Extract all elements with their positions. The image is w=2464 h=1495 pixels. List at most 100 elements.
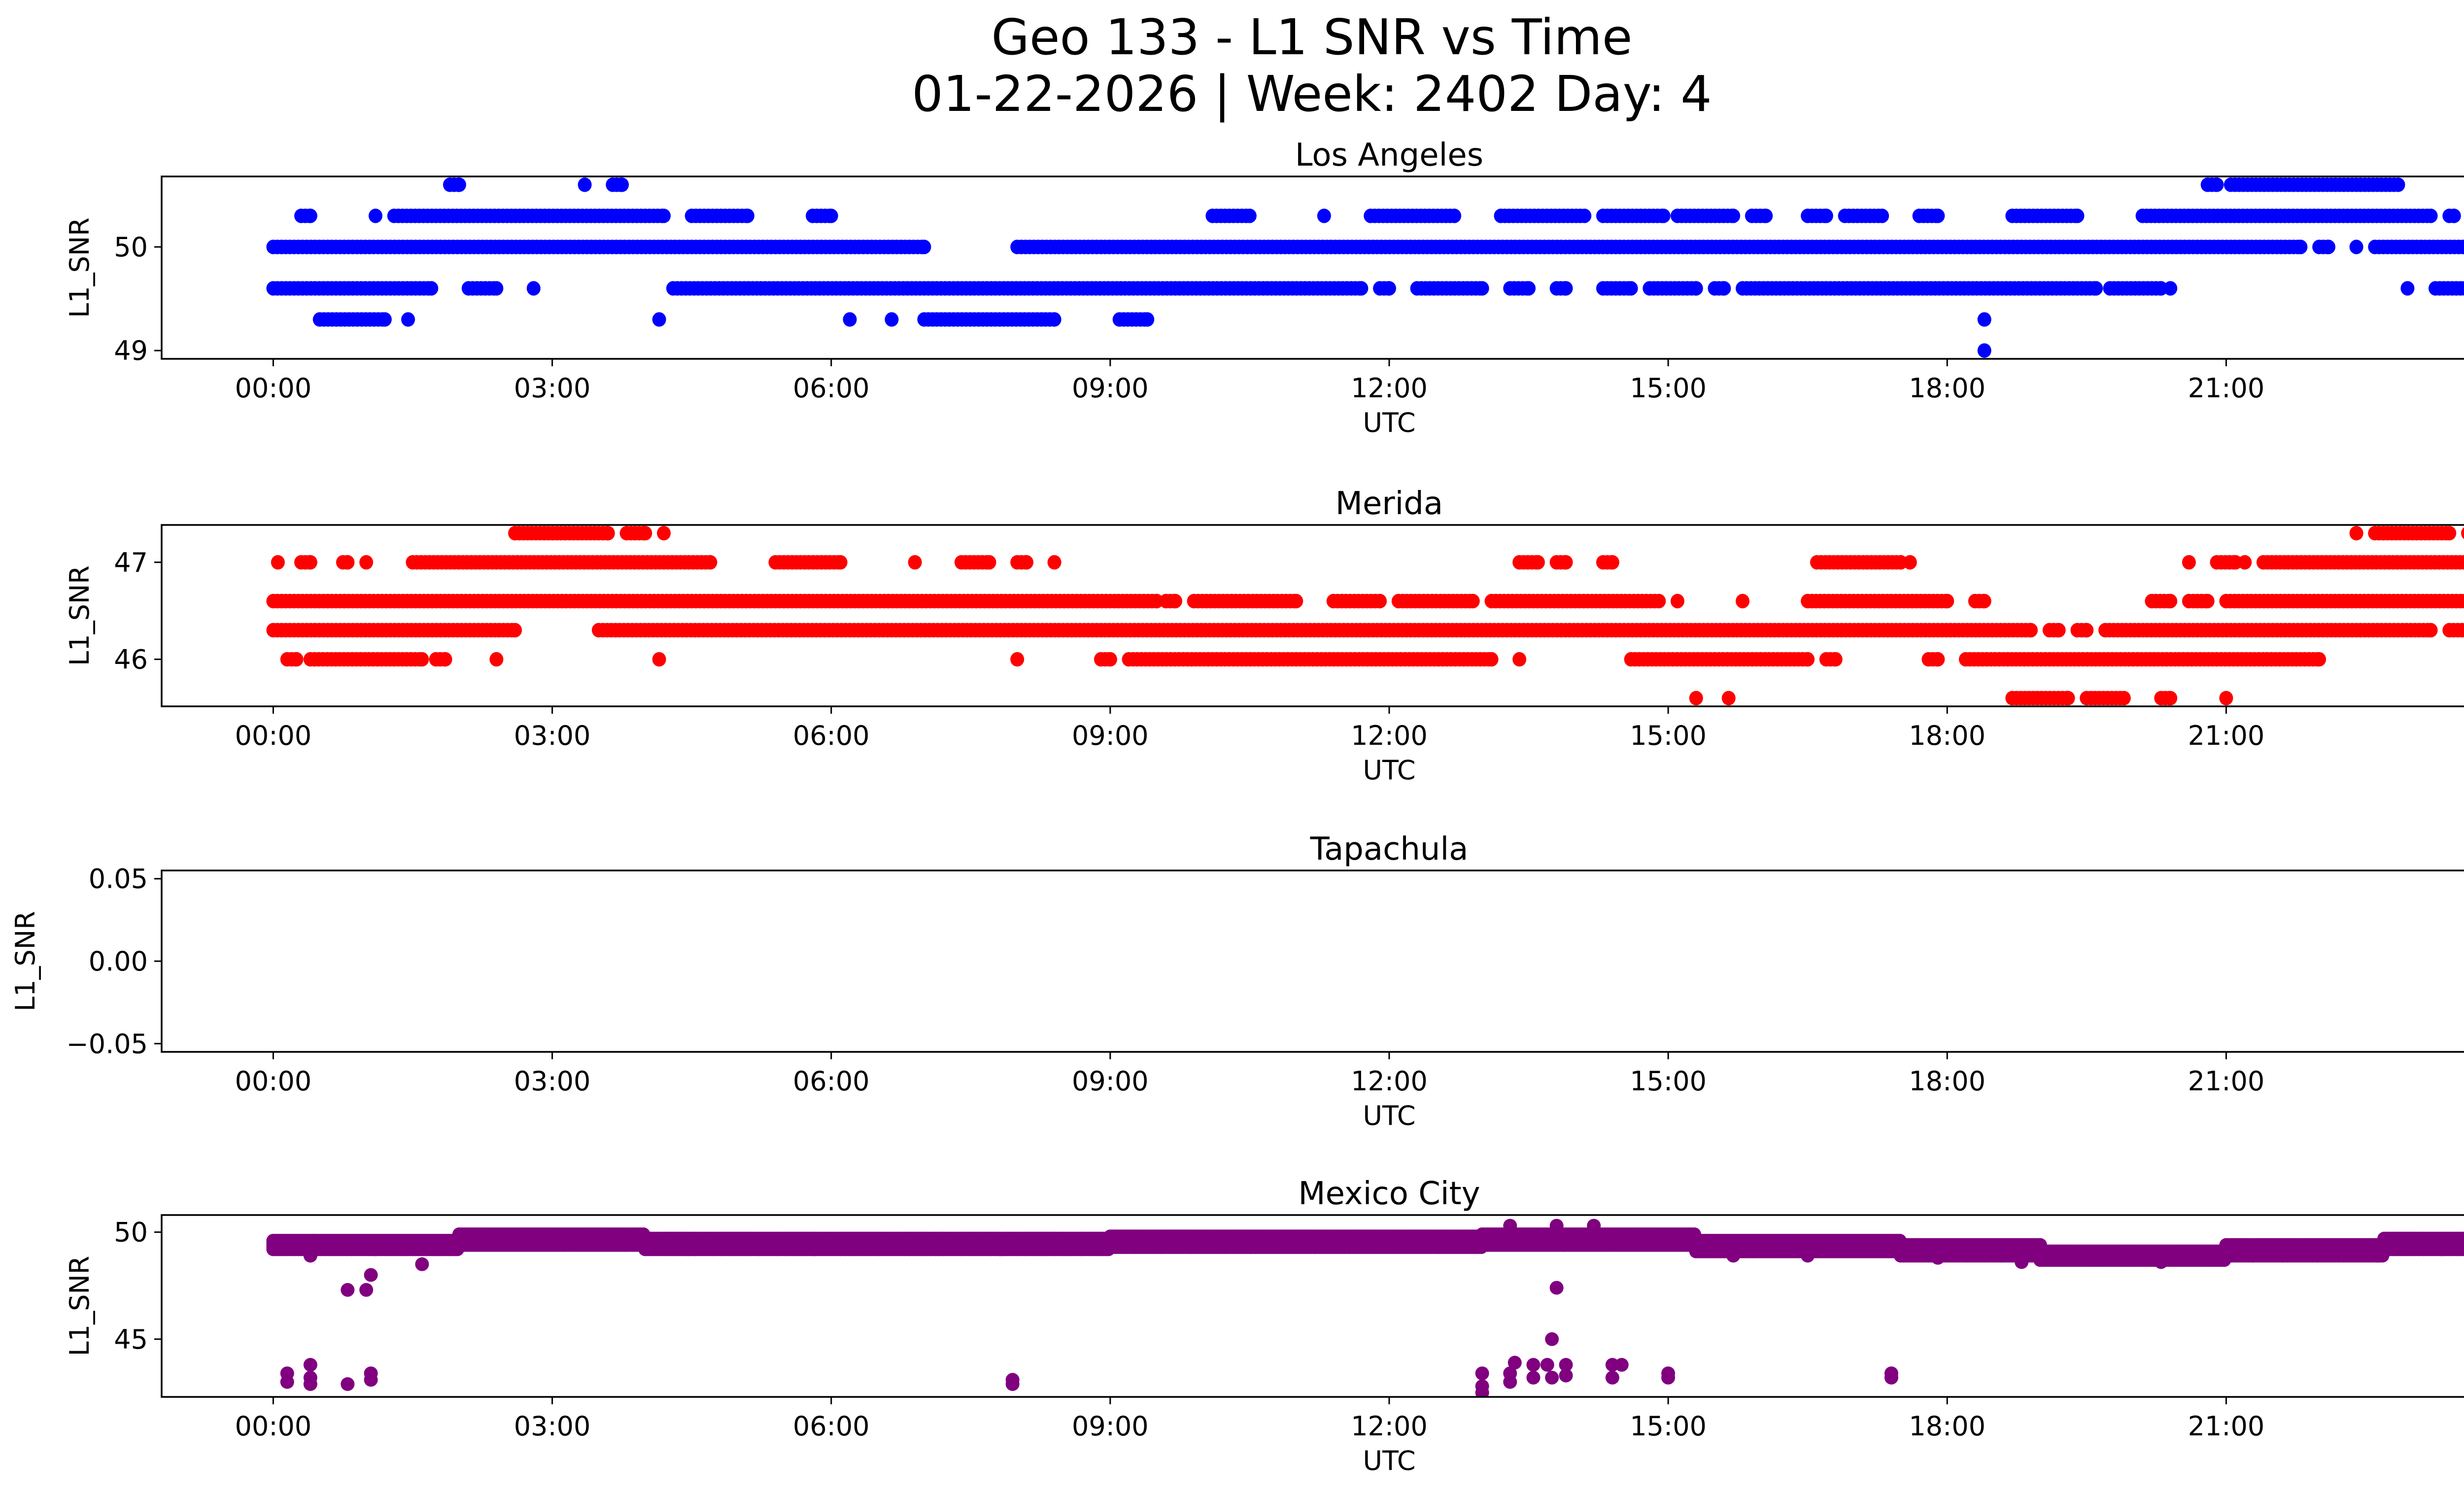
data-point	[2462, 283, 2464, 294]
y-tick-label: −0.05	[67, 1028, 148, 1059]
data-point	[415, 652, 429, 667]
data-point	[438, 652, 452, 667]
data-point	[2424, 209, 2438, 223]
data-point	[1382, 281, 1396, 296]
data-point	[1512, 652, 1527, 667]
data-point	[824, 209, 838, 223]
data-point	[1103, 652, 1117, 667]
x-tick-label: 00:00	[235, 1066, 312, 1097]
data-point	[1977, 312, 1991, 327]
figure-title-line1: Geo 133 - L1 SNR vs Time	[992, 8, 1633, 66]
x-tick-label: 09:00	[1072, 373, 1149, 404]
data-point	[1373, 593, 1387, 609]
y-tick-label: 0.05	[89, 864, 148, 895]
data-point	[2024, 623, 2038, 638]
data-point	[657, 209, 671, 223]
data-point	[1977, 593, 1991, 609]
x-tick-label: 18:00	[1909, 1066, 1985, 1097]
data-point	[271, 555, 285, 570]
data-point	[1289, 593, 1303, 609]
data-point	[1522, 281, 1536, 296]
data-point	[1671, 593, 1684, 609]
y-axis-label: L1_SNR	[10, 911, 41, 1011]
data-point	[1721, 691, 1736, 706]
data-point	[1717, 281, 1731, 296]
data-point	[2349, 526, 2363, 541]
data-point	[2457, 555, 2464, 570]
data-point	[615, 177, 629, 192]
y-tick-label: 47	[114, 547, 148, 578]
data-point	[2462, 556, 2464, 568]
data-point	[1447, 209, 1462, 223]
x-tick-label: 03:00	[514, 1066, 591, 1097]
data-point	[2182, 555, 2196, 570]
data-point	[2200, 593, 2215, 609]
data-point	[740, 209, 754, 223]
data-point	[917, 240, 931, 254]
data-point	[1903, 555, 1917, 570]
data-point	[1875, 209, 1889, 223]
data-point	[2460, 240, 2464, 254]
data-point	[1010, 652, 1025, 667]
data-point	[1689, 281, 1703, 296]
data-point	[1652, 593, 1666, 609]
x-axis-label: UTC	[1363, 1100, 1415, 1131]
data-point	[843, 312, 857, 327]
x-tick-label: 21:00	[2188, 373, 2265, 404]
data-point	[1531, 555, 1545, 570]
x-tick-label: 12:00	[1351, 720, 1428, 751]
data-point	[2163, 281, 2178, 296]
y-tick-label: 46	[114, 644, 148, 675]
data-point	[1931, 209, 1945, 223]
data-point	[2210, 177, 2224, 192]
data-point	[2238, 555, 2252, 570]
data-point	[401, 312, 415, 327]
data-point	[657, 526, 671, 541]
data-point	[1047, 312, 1061, 327]
data-point	[982, 555, 996, 570]
data-point	[2163, 593, 2178, 609]
data-point	[1168, 593, 1182, 609]
x-tick-label: 21:00	[2188, 720, 2265, 751]
subplot-title: Mexico City	[1298, 1176, 1480, 1212]
x-tick-label: 00:00	[235, 373, 312, 404]
y-tick-label: 50	[114, 232, 148, 263]
x-tick-label: 18:00	[1909, 720, 1985, 751]
data-point	[2293, 240, 2308, 254]
data-point	[303, 555, 317, 570]
x-tick-label: 09:00	[1072, 720, 1149, 751]
data-point	[2322, 240, 2335, 254]
data-point	[1559, 555, 1573, 570]
data-point	[2219, 691, 2233, 706]
data-point	[1559, 281, 1573, 296]
data-point	[1484, 652, 1499, 667]
x-tick-label: 21:00	[2188, 1066, 2265, 1097]
subplot-title: Tapachula	[1310, 831, 1469, 868]
data-point	[508, 623, 522, 638]
data-point	[303, 209, 317, 223]
data-point	[2447, 209, 2461, 223]
data-point	[1624, 281, 1638, 296]
data-point	[1759, 209, 1773, 223]
x-tick-label: 00:00	[235, 720, 312, 751]
data-point	[377, 312, 392, 327]
x-tick-label: 15:00	[1630, 373, 1707, 404]
data-point	[2424, 623, 2438, 638]
data-point	[2089, 281, 2103, 296]
data-point	[489, 281, 504, 296]
data-point	[1726, 209, 1741, 223]
data-point	[2349, 240, 2363, 254]
data-point	[489, 652, 504, 667]
data-point	[1317, 209, 1331, 223]
data-point	[341, 555, 355, 570]
x-tick-label: 03:00	[514, 373, 591, 404]
data-point	[638, 526, 652, 541]
data-point	[1736, 593, 1750, 609]
data-point	[1940, 593, 1954, 609]
x-tick-label: 12:00	[1351, 373, 1428, 404]
